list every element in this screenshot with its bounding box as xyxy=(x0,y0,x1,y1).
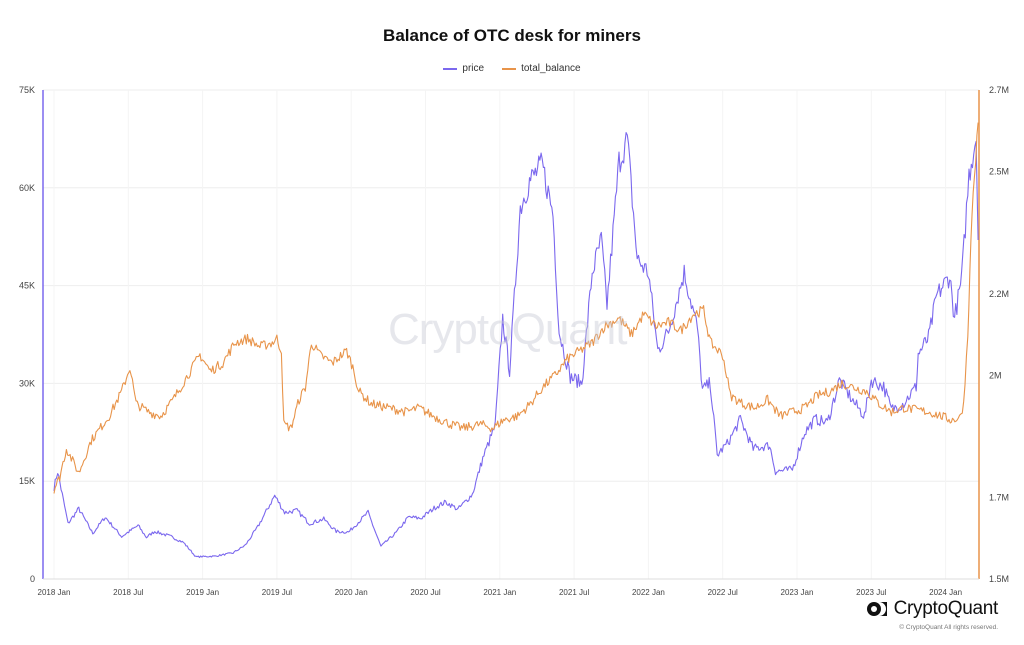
x-tick-label: 2020 Jan xyxy=(335,588,368,597)
brand-name: CryptoQuant xyxy=(893,598,999,619)
axes xyxy=(42,90,980,580)
legend-item-total-balance[interactable]: total_balance xyxy=(502,63,581,74)
x-tick-label: 2019 Jul xyxy=(262,588,292,597)
x-tick-label: 2022 Jan xyxy=(632,588,665,597)
legend-swatch-total-balance xyxy=(502,67,517,70)
legend-swatch-price xyxy=(443,67,458,70)
y-left-tick-label: 75K xyxy=(19,85,35,95)
legend-label-price: price xyxy=(462,63,485,74)
x-tick-label: 2021 Jul xyxy=(559,588,589,597)
x-tick-label: 2023 Jul xyxy=(856,588,886,597)
x-tick-label: 2024 Jan xyxy=(929,588,962,597)
legend-label-total-balance: total_balance xyxy=(521,63,581,74)
copyright-text: © CryptoQuant All rights reserved. xyxy=(899,624,998,631)
gridlines xyxy=(43,89,979,580)
y-left-tick-label: 0 xyxy=(30,574,35,584)
y-left-tick-label: 45K xyxy=(19,281,35,291)
legend-item-price[interactable]: price xyxy=(443,63,484,74)
series-line-total-balance xyxy=(53,122,979,494)
y-left-tick-label: 15K xyxy=(19,476,35,486)
tick-labels: 0 15K 30K 45K 60K 75K 1.5M 1.7M 2M 2.2M 2.5M 2.7M 20… xyxy=(19,85,1009,597)
x-tick-label: 2018 Jan xyxy=(38,588,71,597)
x-tick-label: 2022 Jul xyxy=(708,588,738,597)
y-right-tick-label: 2M xyxy=(989,370,1002,380)
brand: CryptoQuant xyxy=(866,598,998,620)
y-right-tick-label: 1.5M xyxy=(989,574,1009,584)
x-tick-label: 2018 Jul xyxy=(113,588,143,597)
x-tick-label: 2023 Jan xyxy=(781,588,814,597)
x-tick-label: 2021 Jan xyxy=(483,588,516,597)
y-left-tick-label: 30K xyxy=(19,378,35,388)
cryptoquant-logo-icon xyxy=(866,602,887,616)
y-right-tick-label: 1.7M xyxy=(989,493,1009,503)
y-right-tick-label: 2.2M xyxy=(989,289,1009,299)
chart-title: Balance of OTC desk for miners xyxy=(383,26,641,45)
y-right-tick-label: 2.7M xyxy=(989,85,1009,95)
series-line-price xyxy=(53,132,979,559)
series-layer xyxy=(53,122,979,559)
watermark: CryptoQuant xyxy=(388,305,627,354)
y-right-tick-label: 2.5M xyxy=(989,167,1009,177)
legend: price total_balance xyxy=(0,63,1024,74)
x-tick-label: 2019 Jan xyxy=(186,588,219,597)
x-tick-label: 2020 Jul xyxy=(410,588,440,597)
y-left-tick-label: 60K xyxy=(19,183,35,193)
